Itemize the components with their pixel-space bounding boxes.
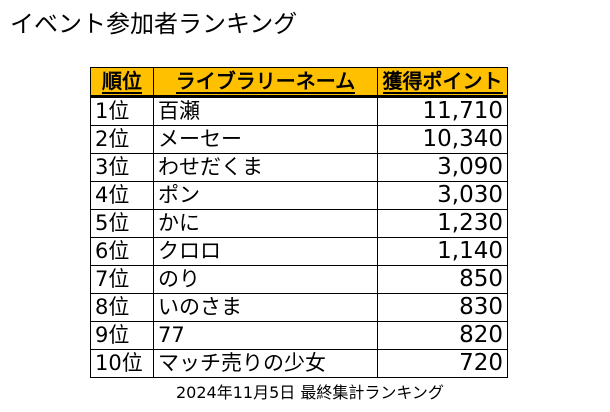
name-cell: メーセー	[153, 125, 378, 154]
points-cell: 720	[377, 349, 508, 378]
table-row: 5位 かに 1,230	[90, 209, 508, 238]
table-row: 1位 百瀬 11,710	[90, 96, 508, 126]
rank-cell: 7位	[90, 265, 154, 294]
table-row: 8位 いのさま 830	[90, 293, 508, 322]
header-row: 順位 ライブラリーネーム 獲得ポイント	[90, 67, 508, 98]
table-body: 1位 百瀬 11,710 2位 メーセー 10,340 3位 わせだくま 3,090 4位 ポン 3,…	[90, 96, 508, 378]
name-cell: ポン	[153, 181, 378, 210]
rank-cell: 3位	[90, 153, 154, 182]
header-points: 獲得ポイント	[377, 67, 508, 98]
name-cell: いのさま	[153, 293, 378, 322]
table-row: 6位 クロロ 1,140	[90, 237, 508, 266]
rank-cell: 6位	[90, 237, 154, 266]
table-row: 7位 のり 850	[90, 265, 508, 294]
table-row: 3位 わせだくま 3,090	[90, 153, 508, 182]
rank-cell: 8位	[90, 293, 154, 322]
rank-cell: 2位	[90, 125, 154, 154]
points-cell: 820	[377, 321, 508, 350]
name-cell: マッチ売りの少女	[153, 349, 378, 378]
points-cell: 3,030	[377, 181, 508, 210]
name-cell: わせだくま	[153, 153, 378, 182]
table-row: 2位 メーセー 10,340	[90, 125, 508, 154]
points-cell: 3,090	[377, 153, 508, 182]
rank-cell: 10位	[90, 349, 154, 378]
name-cell: 77	[153, 321, 378, 350]
points-cell: 1,140	[377, 237, 508, 266]
name-cell: のり	[153, 265, 378, 294]
points-cell: 11,710	[377, 96, 508, 126]
name-cell: クロロ	[153, 237, 378, 266]
header-name: ライブラリーネーム	[153, 67, 378, 98]
points-cell: 830	[377, 293, 508, 322]
points-cell: 850	[377, 265, 508, 294]
table-header: 順位 ライブラリーネーム 獲得ポイント	[90, 67, 508, 98]
rank-cell: 1位	[90, 96, 154, 126]
rank-cell: 9位	[90, 321, 154, 350]
page-title: イベント参加者ランキング	[10, 10, 298, 38]
name-cell: かに	[153, 209, 378, 238]
points-cell: 10,340	[377, 125, 508, 154]
table-row: 10位 マッチ売りの少女 720	[90, 349, 508, 378]
table-row: 4位 ポン 3,030	[90, 181, 508, 210]
header-rank: 順位	[90, 67, 154, 98]
name-cell: 百瀬	[153, 96, 378, 126]
table-caption: 2024年11月5日 最終集計ランキング	[176, 383, 444, 402]
ranking-table: 順位 ライブラリーネーム 獲得ポイント 1位 百瀬 11,710 2位 メーセー 10,3…	[90, 67, 508, 378]
rank-cell: 5位	[90, 209, 154, 238]
points-cell: 1,230	[377, 209, 508, 238]
rank-cell: 4位	[90, 181, 154, 210]
table-row: 9位 77 820	[90, 321, 508, 350]
